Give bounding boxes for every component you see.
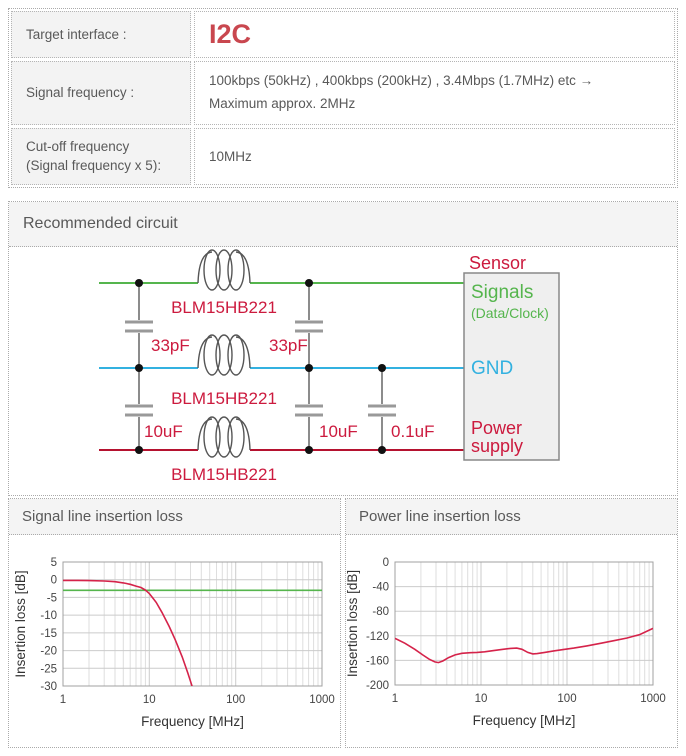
sensor-power-label-1: Power [471, 418, 522, 438]
cutoff-value-text: 10MHz [209, 148, 252, 164]
bead-label-signal: BLM15HB221 [171, 298, 277, 317]
power-loss-header: Power line insertion loss [346, 499, 677, 535]
svg-text:-120: -120 [366, 631, 389, 643]
svg-text:-80: -80 [372, 606, 389, 618]
sensor-signals-label: Signals [471, 282, 533, 303]
power-loss-chart-area: 1 10 100 1000 0 -40 -80 -120 -160 -200 Frequency [… [346, 535, 677, 747]
svg-text:-160: -160 [366, 655, 389, 667]
signal-frequency-label-text: Signal frequency : [26, 85, 135, 101]
signal-frequency-line1: 100kbps (50kHz) , 400kbps (200kHz) , 3.4… [209, 73, 594, 88]
svg-text:-40: -40 [372, 582, 389, 594]
junction-dots [135, 279, 386, 454]
signal-loss-chart: 1 10 100 1000 5 0 -5 -10 -15 -20 -25 -30 Frequency [… [13, 557, 335, 729]
cap-label-33pf-2: 33pF [269, 336, 308, 355]
svg-text:Frequency [MHz]: Frequency [MHz] [473, 713, 576, 728]
capacitor-icon-33pf-1 [125, 283, 153, 368]
charts-row: Signal line insertion loss 1 10 100 1000 5 0-… [8, 498, 678, 748]
target-interface-label: Target interface : [11, 11, 191, 58]
bead-label-power: BLM15HB221 [171, 465, 277, 484]
svg-text:1: 1 [392, 693, 398, 705]
capacitor-icon-33pf-2 [295, 283, 323, 368]
svg-text:0: 0 [51, 575, 57, 587]
cutoff-frequency-label: Cut-off frequency (Signal frequency x 5)… [11, 127, 191, 185]
signal-loss-chart-area: 1 10 100 1000 5 0 -5 -10 -15 -20 -25 -30 Frequency [… [9, 535, 340, 747]
svg-text:-10: -10 [40, 610, 57, 622]
svg-text:10: 10 [143, 694, 156, 706]
spec-table: Target interface : I2C Signal frequency … [8, 8, 678, 188]
capacitor-icon-01uf [368, 368, 396, 450]
svg-text:0: 0 [383, 557, 389, 569]
svg-text:5: 5 [51, 557, 57, 569]
svg-text:-20: -20 [40, 646, 57, 658]
svg-text:1000: 1000 [309, 694, 335, 706]
cap-label-10uf-2: 10uF [319, 422, 358, 441]
signal-loss-panel: Signal line insertion loss 1 10 100 1000 5 0 -… [8, 498, 341, 748]
svg-text:-200: -200 [366, 680, 389, 692]
recommended-circuit-header: Recommended circuit [9, 202, 677, 247]
svg-text:Frequency [MHz]: Frequency [MHz] [141, 714, 244, 729]
ferrite-bead-icon-signal [197, 249, 251, 291]
power-loss-panel: Power line insertion loss 1 10 100 1000 0 -40… [345, 498, 678, 748]
cutoff-frequency-value: 10MHz [194, 127, 675, 185]
svg-text:-5: -5 [47, 592, 57, 604]
signal-frequency-value: 100kbps (50kHz) , 400kbps (200kHz) , 3.4… [194, 61, 675, 125]
circuit-diagram: BLM15HB221 BLM15HB221 BLM15HB221 33pF 33… [9, 247, 677, 495]
svg-text:-15: -15 [40, 628, 57, 640]
svg-text:Insertion loss [dB]: Insertion loss [dB] [346, 570, 360, 677]
svg-text:100: 100 [557, 693, 576, 705]
sensor-title: Sensor [469, 253, 526, 273]
sensor-dataclock-label: (Data/Clock) [471, 305, 549, 321]
cap-label-10uf-1: 10uF [144, 422, 183, 441]
svg-text:1: 1 [60, 694, 66, 706]
signal-frequency-label: Signal frequency : [11, 61, 191, 125]
cap-label-33pf-1: 33pF [151, 336, 190, 355]
circuit-svg: BLM15HB221 BLM15HB221 BLM15HB221 33pF 33… [99, 249, 560, 484]
signal-frequency-line2: Maximum approx. 2MHz [209, 95, 356, 111]
signal-loss-header: Signal line insertion loss [9, 499, 340, 535]
target-interface-value: I2C [194, 11, 675, 58]
svg-text:100: 100 [226, 694, 245, 706]
sensor-power-label-2: supply [471, 436, 523, 456]
target-interface-label-text: Target interface : [26, 27, 127, 42]
sensor-box [463, 272, 560, 461]
svg-text:10: 10 [475, 693, 488, 705]
capacitor-icon-10uf-1 [125, 368, 153, 450]
cutoff-label-line2: (Signal frequency x 5): [26, 158, 162, 174]
ferrite-bead-icon-gnd [197, 334, 251, 376]
cutoff-label-line1: Cut-off frequency [26, 138, 130, 154]
recommended-circuit-panel: Recommended circuit [8, 201, 678, 496]
svg-text:1000: 1000 [640, 693, 666, 705]
sensor-gnd-label: GND [471, 358, 513, 379]
svg-text:Insertion loss [dB]: Insertion loss [dB] [13, 570, 28, 677]
ferrite-bead-icon-power [197, 416, 251, 458]
interface-value-text: I2C [209, 19, 252, 49]
bead-label-gnd: BLM15HB221 [171, 389, 277, 408]
svg-text:-30: -30 [40, 681, 57, 693]
svg-text:-25: -25 [40, 663, 57, 675]
power-loss-chart: 1 10 100 1000 0 -40 -80 -120 -160 -200 Frequency [… [346, 557, 666, 728]
capacitor-icon-10uf-2 [295, 368, 323, 450]
cap-label-01uf: 0.1uF [391, 422, 434, 441]
